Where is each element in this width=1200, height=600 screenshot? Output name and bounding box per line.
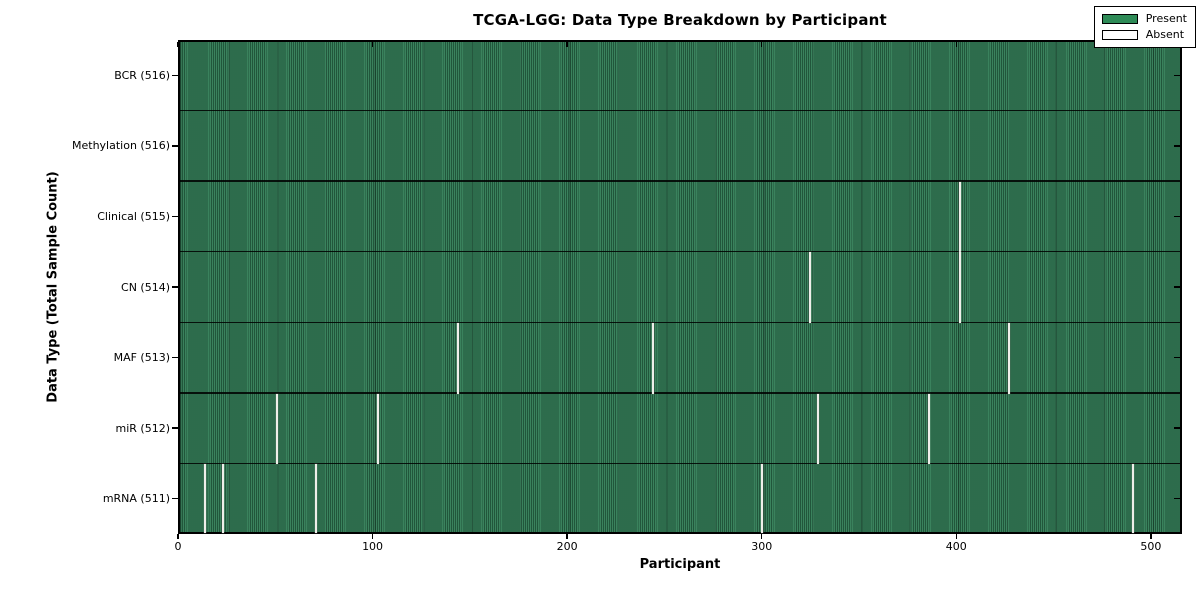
y-tick-left bbox=[172, 498, 178, 500]
y-tick-right bbox=[1174, 427, 1180, 429]
y-tick-label-mir: miR (512) bbox=[115, 421, 171, 435]
absent-gap-mrna bbox=[760, 464, 763, 533]
absent-gap-clinical bbox=[959, 181, 962, 253]
x-tick-label: 300 bbox=[751, 540, 773, 553]
y-tick-left bbox=[172, 215, 178, 218]
absent-gap-mir bbox=[928, 393, 931, 465]
row-separator bbox=[180, 109, 1180, 112]
y-tick-label-mrna: mRNA (511) bbox=[102, 492, 170, 506]
y-tick-right bbox=[1174, 145, 1180, 147]
absent-gap-mir bbox=[377, 393, 380, 465]
row-separator bbox=[180, 392, 1180, 394]
x-tick-top bbox=[177, 42, 179, 47]
y-tick-label-methylation: Methylation (516) bbox=[72, 139, 170, 153]
legend-entry-present: Present bbox=[1101, 11, 1187, 27]
absent-gap-mrna bbox=[204, 464, 207, 533]
y-tick-left bbox=[172, 74, 178, 76]
x-tick-top bbox=[371, 42, 374, 47]
x-tick-bottom bbox=[566, 534, 568, 539]
x-tick-bottom bbox=[1150, 534, 1152, 539]
legend-label: Present bbox=[1145, 12, 1187, 25]
absent-gap-mir bbox=[817, 393, 820, 465]
x-axis-label: Participant bbox=[639, 557, 721, 572]
row-separator bbox=[180, 180, 1180, 182]
y-tick-left bbox=[172, 427, 178, 429]
y-tick-right bbox=[1174, 356, 1180, 359]
legend: Present Absent bbox=[1093, 6, 1196, 48]
x-tick-bottom bbox=[955, 534, 957, 539]
x-tick-bottom bbox=[761, 534, 763, 539]
absent-gap-mrna bbox=[315, 464, 318, 533]
legend-swatch-present bbox=[1101, 14, 1138, 24]
chart-title: TCGA-LGG: Data Type Breakdown by Partici… bbox=[473, 11, 887, 29]
y-tick-left bbox=[172, 286, 178, 288]
absent-gap-mrna bbox=[1132, 464, 1135, 533]
absent-gap-cn bbox=[959, 252, 962, 323]
row-separator bbox=[180, 251, 1180, 253]
y-tick-right bbox=[1174, 286, 1180, 288]
x-tick-top bbox=[955, 42, 957, 47]
x-tick-bottom bbox=[177, 534, 179, 539]
x-tick-label: 200 bbox=[556, 540, 578, 553]
y-tick-label-clinical: Clinical (515) bbox=[97, 209, 170, 223]
x-tick-label: 500 bbox=[1140, 540, 1162, 553]
x-tick-bottom bbox=[371, 534, 374, 539]
absent-gap-mir bbox=[276, 393, 279, 465]
absent-gap-maf bbox=[457, 322, 460, 394]
x-tick-label: 400 bbox=[945, 540, 967, 553]
y-tick-label-maf: MAF (513) bbox=[113, 351, 170, 365]
y-tick-label-cn: CN (514) bbox=[121, 280, 170, 294]
legend-swatch-absent bbox=[1101, 30, 1138, 40]
x-tick-label: 100 bbox=[362, 540, 384, 553]
y-tick-left bbox=[172, 145, 178, 147]
y-tick-right bbox=[1174, 215, 1180, 218]
row-separator bbox=[180, 321, 1180, 323]
plot-area bbox=[178, 40, 1182, 534]
legend-label: Absent bbox=[1145, 28, 1185, 41]
x-tick-label: 0 bbox=[174, 540, 182, 553]
absent-gap-maf bbox=[651, 322, 654, 394]
absent-gap-mrna bbox=[221, 464, 224, 533]
absent-gap-cn bbox=[809, 252, 812, 323]
y-tick-right bbox=[1174, 498, 1180, 500]
absent-gap-maf bbox=[1007, 322, 1010, 394]
y-tick-left bbox=[172, 356, 178, 359]
y-tick-label-bcr: BCR (516) bbox=[114, 68, 170, 82]
legend-entry-absent: Absent bbox=[1101, 27, 1187, 43]
y-tick-right bbox=[1174, 74, 1180, 76]
x-tick-top bbox=[761, 42, 763, 47]
row-separator bbox=[180, 462, 1180, 465]
x-tick-top bbox=[566, 42, 568, 47]
